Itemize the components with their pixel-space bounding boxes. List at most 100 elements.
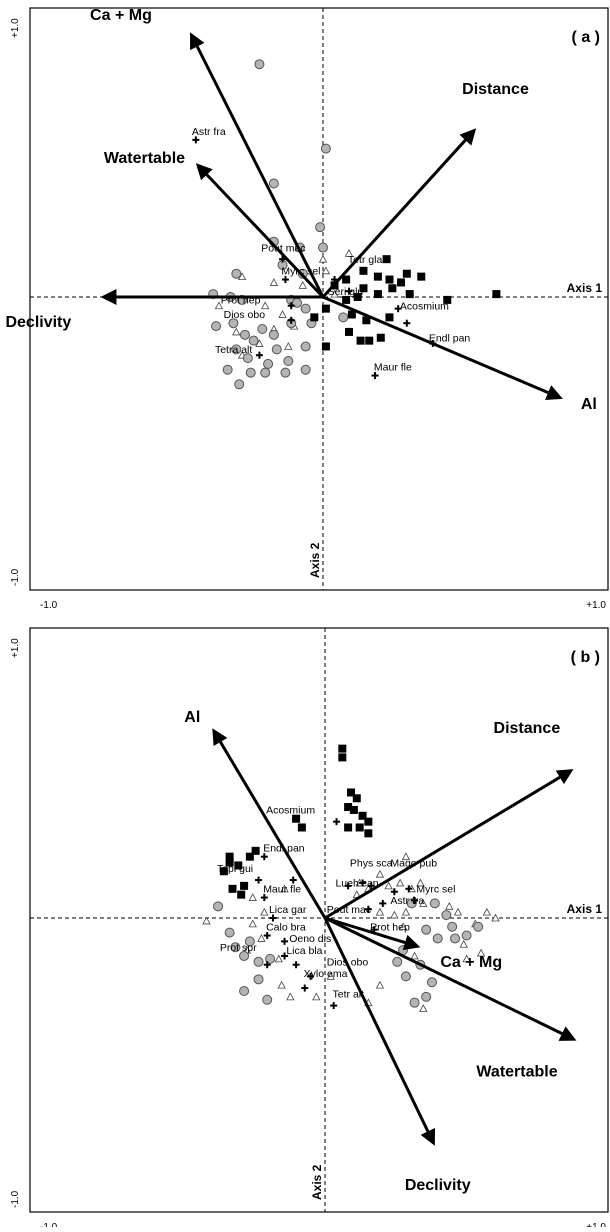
- circle-point: [433, 934, 442, 943]
- square-point: [364, 818, 372, 826]
- plus-point: [281, 938, 288, 945]
- plus-point: [330, 1002, 337, 1009]
- square-point: [403, 270, 411, 278]
- square-point: [417, 273, 425, 281]
- plus-point: [293, 961, 300, 968]
- square-point: [374, 273, 382, 281]
- species-label: Myrc sel: [416, 884, 455, 896]
- circle-point: [316, 223, 325, 232]
- triangle-point: [376, 909, 383, 916]
- plus-point: [333, 818, 340, 825]
- triangle-point: [420, 1005, 427, 1012]
- species-label: Xylo ema: [304, 968, 348, 980]
- circle-point: [474, 922, 483, 931]
- plus-point: [290, 877, 297, 884]
- circle-point: [301, 342, 310, 351]
- circle-point: [272, 345, 281, 354]
- vector-declivity: [325, 918, 435, 1146]
- triangle-point: [299, 282, 306, 289]
- circle-point: [422, 992, 431, 1001]
- square-point: [374, 290, 382, 298]
- square-point: [322, 342, 330, 350]
- y-max-tick: +1.0: [10, 18, 21, 38]
- x-max-tick: +1.0: [586, 1222, 606, 1227]
- square-point: [359, 267, 367, 275]
- plus-point: [255, 877, 262, 884]
- circle-point: [261, 368, 270, 377]
- species-label: Dios obo: [224, 309, 266, 321]
- species-label: Tapi gui: [217, 863, 253, 875]
- triangle-point: [270, 279, 277, 286]
- square-point: [385, 276, 393, 284]
- triangle-point: [279, 311, 286, 318]
- triangle-point: [397, 879, 404, 886]
- circle-point: [269, 330, 278, 339]
- circle-point: [401, 972, 410, 981]
- square-point: [298, 823, 306, 831]
- circle-point: [212, 322, 221, 331]
- circle-point: [301, 304, 310, 313]
- axis-2-label: Axis 2: [308, 542, 322, 578]
- square-point: [229, 885, 237, 893]
- vector-label: Ca + Mg: [440, 954, 502, 971]
- square-point: [344, 823, 352, 831]
- species-label: Oeno dis: [289, 933, 331, 945]
- species-label: Acosmium: [400, 300, 449, 312]
- circle-point: [254, 957, 263, 966]
- vector-label: Distance: [462, 81, 529, 98]
- species-label: Calo bra: [266, 922, 306, 934]
- circle-point: [427, 978, 436, 987]
- vector-label: Ca + Mg: [90, 7, 152, 24]
- circle-point: [223, 365, 232, 374]
- square-point: [385, 313, 393, 321]
- square-point: [364, 829, 372, 837]
- plot-frame: [30, 628, 608, 1212]
- panel-label: ( b ): [571, 649, 600, 666]
- species-label: Maur fle: [374, 362, 412, 374]
- square-point: [356, 823, 364, 831]
- vector-label: Watertable: [476, 1064, 557, 1081]
- circle-point: [281, 368, 290, 377]
- square-point: [406, 290, 414, 298]
- triangle-point: [262, 302, 269, 309]
- species-label: Prot spr: [220, 942, 257, 954]
- species-label: Lica gar: [269, 904, 307, 916]
- triangle-point: [385, 882, 392, 889]
- vector-label: Al: [581, 396, 597, 413]
- triangle-point: [249, 894, 256, 901]
- circle-point: [422, 925, 431, 934]
- species-label: Maur fle: [263, 884, 301, 896]
- vector-label: Al: [184, 709, 200, 726]
- triangle-point: [460, 941, 467, 948]
- circle-point: [451, 934, 460, 943]
- species-label: Pout mac: [327, 904, 371, 916]
- circle-point: [430, 899, 439, 908]
- panel-a: -1.0 +1.0 +1.0 -1.0 Axis 1 Axis 2 ( a ) Ca + Mg…: [5, 7, 608, 611]
- vector-label: Watertable: [104, 150, 185, 167]
- square-point: [240, 882, 248, 890]
- square-point: [252, 847, 260, 855]
- circle-point: [269, 179, 278, 188]
- triangle-point: [376, 982, 383, 989]
- triangle-point: [249, 920, 256, 927]
- circle-point: [225, 928, 234, 937]
- vector-label: Declivity: [5, 314, 71, 331]
- square-point: [388, 284, 396, 292]
- square-point: [397, 278, 405, 286]
- square-point: [322, 305, 330, 313]
- square-point: [338, 753, 346, 761]
- circle-point: [448, 922, 457, 931]
- circle-point: [321, 144, 330, 153]
- square-point: [357, 337, 365, 345]
- square-point: [353, 794, 361, 802]
- plus-point: [256, 352, 263, 359]
- circle-point: [258, 325, 267, 334]
- triangle-point: [411, 952, 418, 959]
- species-label: Lica bla: [286, 945, 322, 957]
- y-min-tick: -1.0: [10, 1190, 21, 1208]
- square-point: [237, 891, 245, 899]
- plus-point: [379, 900, 386, 907]
- species-label: Prot hep: [221, 295, 261, 307]
- plus-point: [301, 985, 308, 992]
